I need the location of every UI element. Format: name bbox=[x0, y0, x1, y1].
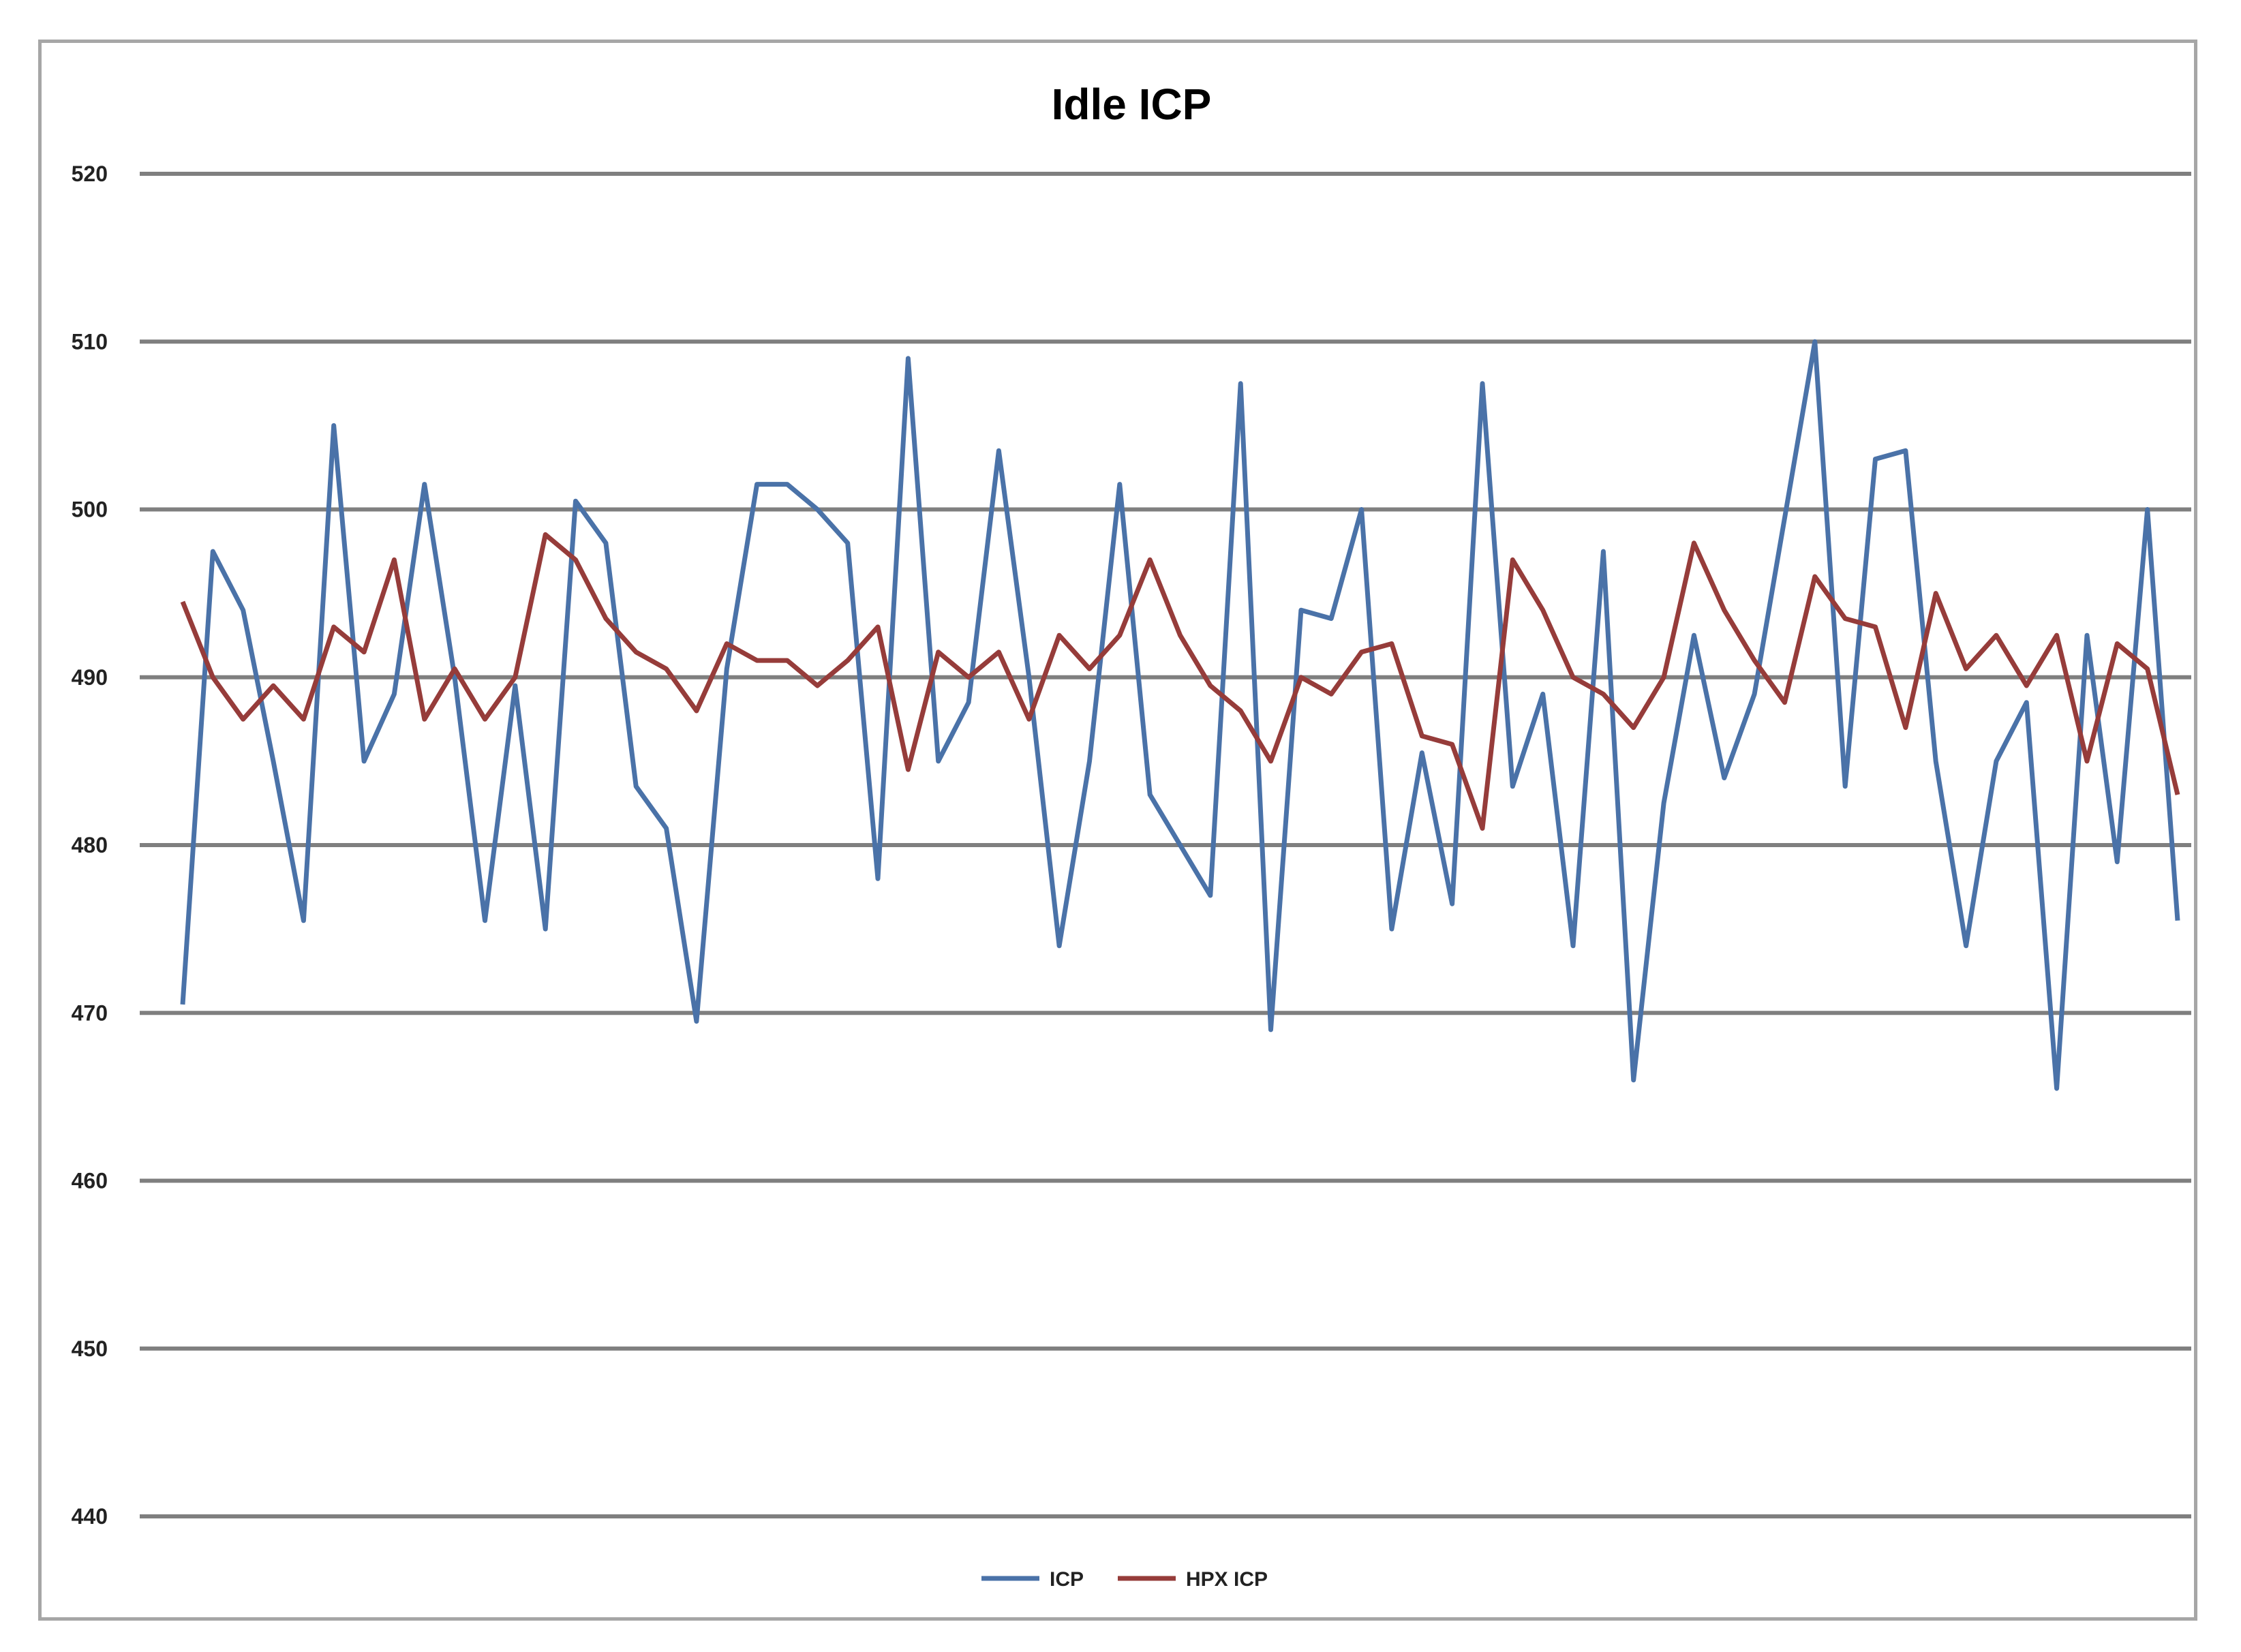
gridlines bbox=[140, 172, 2191, 1518]
y-tick-label: 490 bbox=[72, 665, 108, 690]
y-tick-label: 460 bbox=[72, 1169, 108, 1193]
series-line-icp bbox=[180, 339, 2180, 1091]
series-line-hpx-icp bbox=[180, 532, 2180, 831]
y-tick-label: 450 bbox=[72, 1336, 108, 1361]
chart-title: Idle ICP bbox=[1052, 80, 1212, 129]
legend-label-icp: ICP bbox=[1050, 1568, 1084, 1591]
legend-label-hpx-icp: HPX ICP bbox=[1186, 1568, 1268, 1591]
y-tick-label: 520 bbox=[72, 162, 108, 186]
y-tick-label: 480 bbox=[72, 833, 108, 857]
legend: ICP HPX ICP bbox=[981, 1568, 1268, 1591]
y-tick-label: 510 bbox=[72, 329, 108, 354]
y-tick-label: 440 bbox=[72, 1504, 108, 1529]
y-axis-ticks: 440 450 460 470 480 490 500 510 520 bbox=[72, 162, 108, 1529]
series-lines bbox=[180, 339, 2180, 1091]
y-tick-label: 500 bbox=[72, 498, 108, 522]
chart-frame bbox=[38, 40, 2197, 1621]
y-tick-label: 470 bbox=[72, 1000, 108, 1025]
